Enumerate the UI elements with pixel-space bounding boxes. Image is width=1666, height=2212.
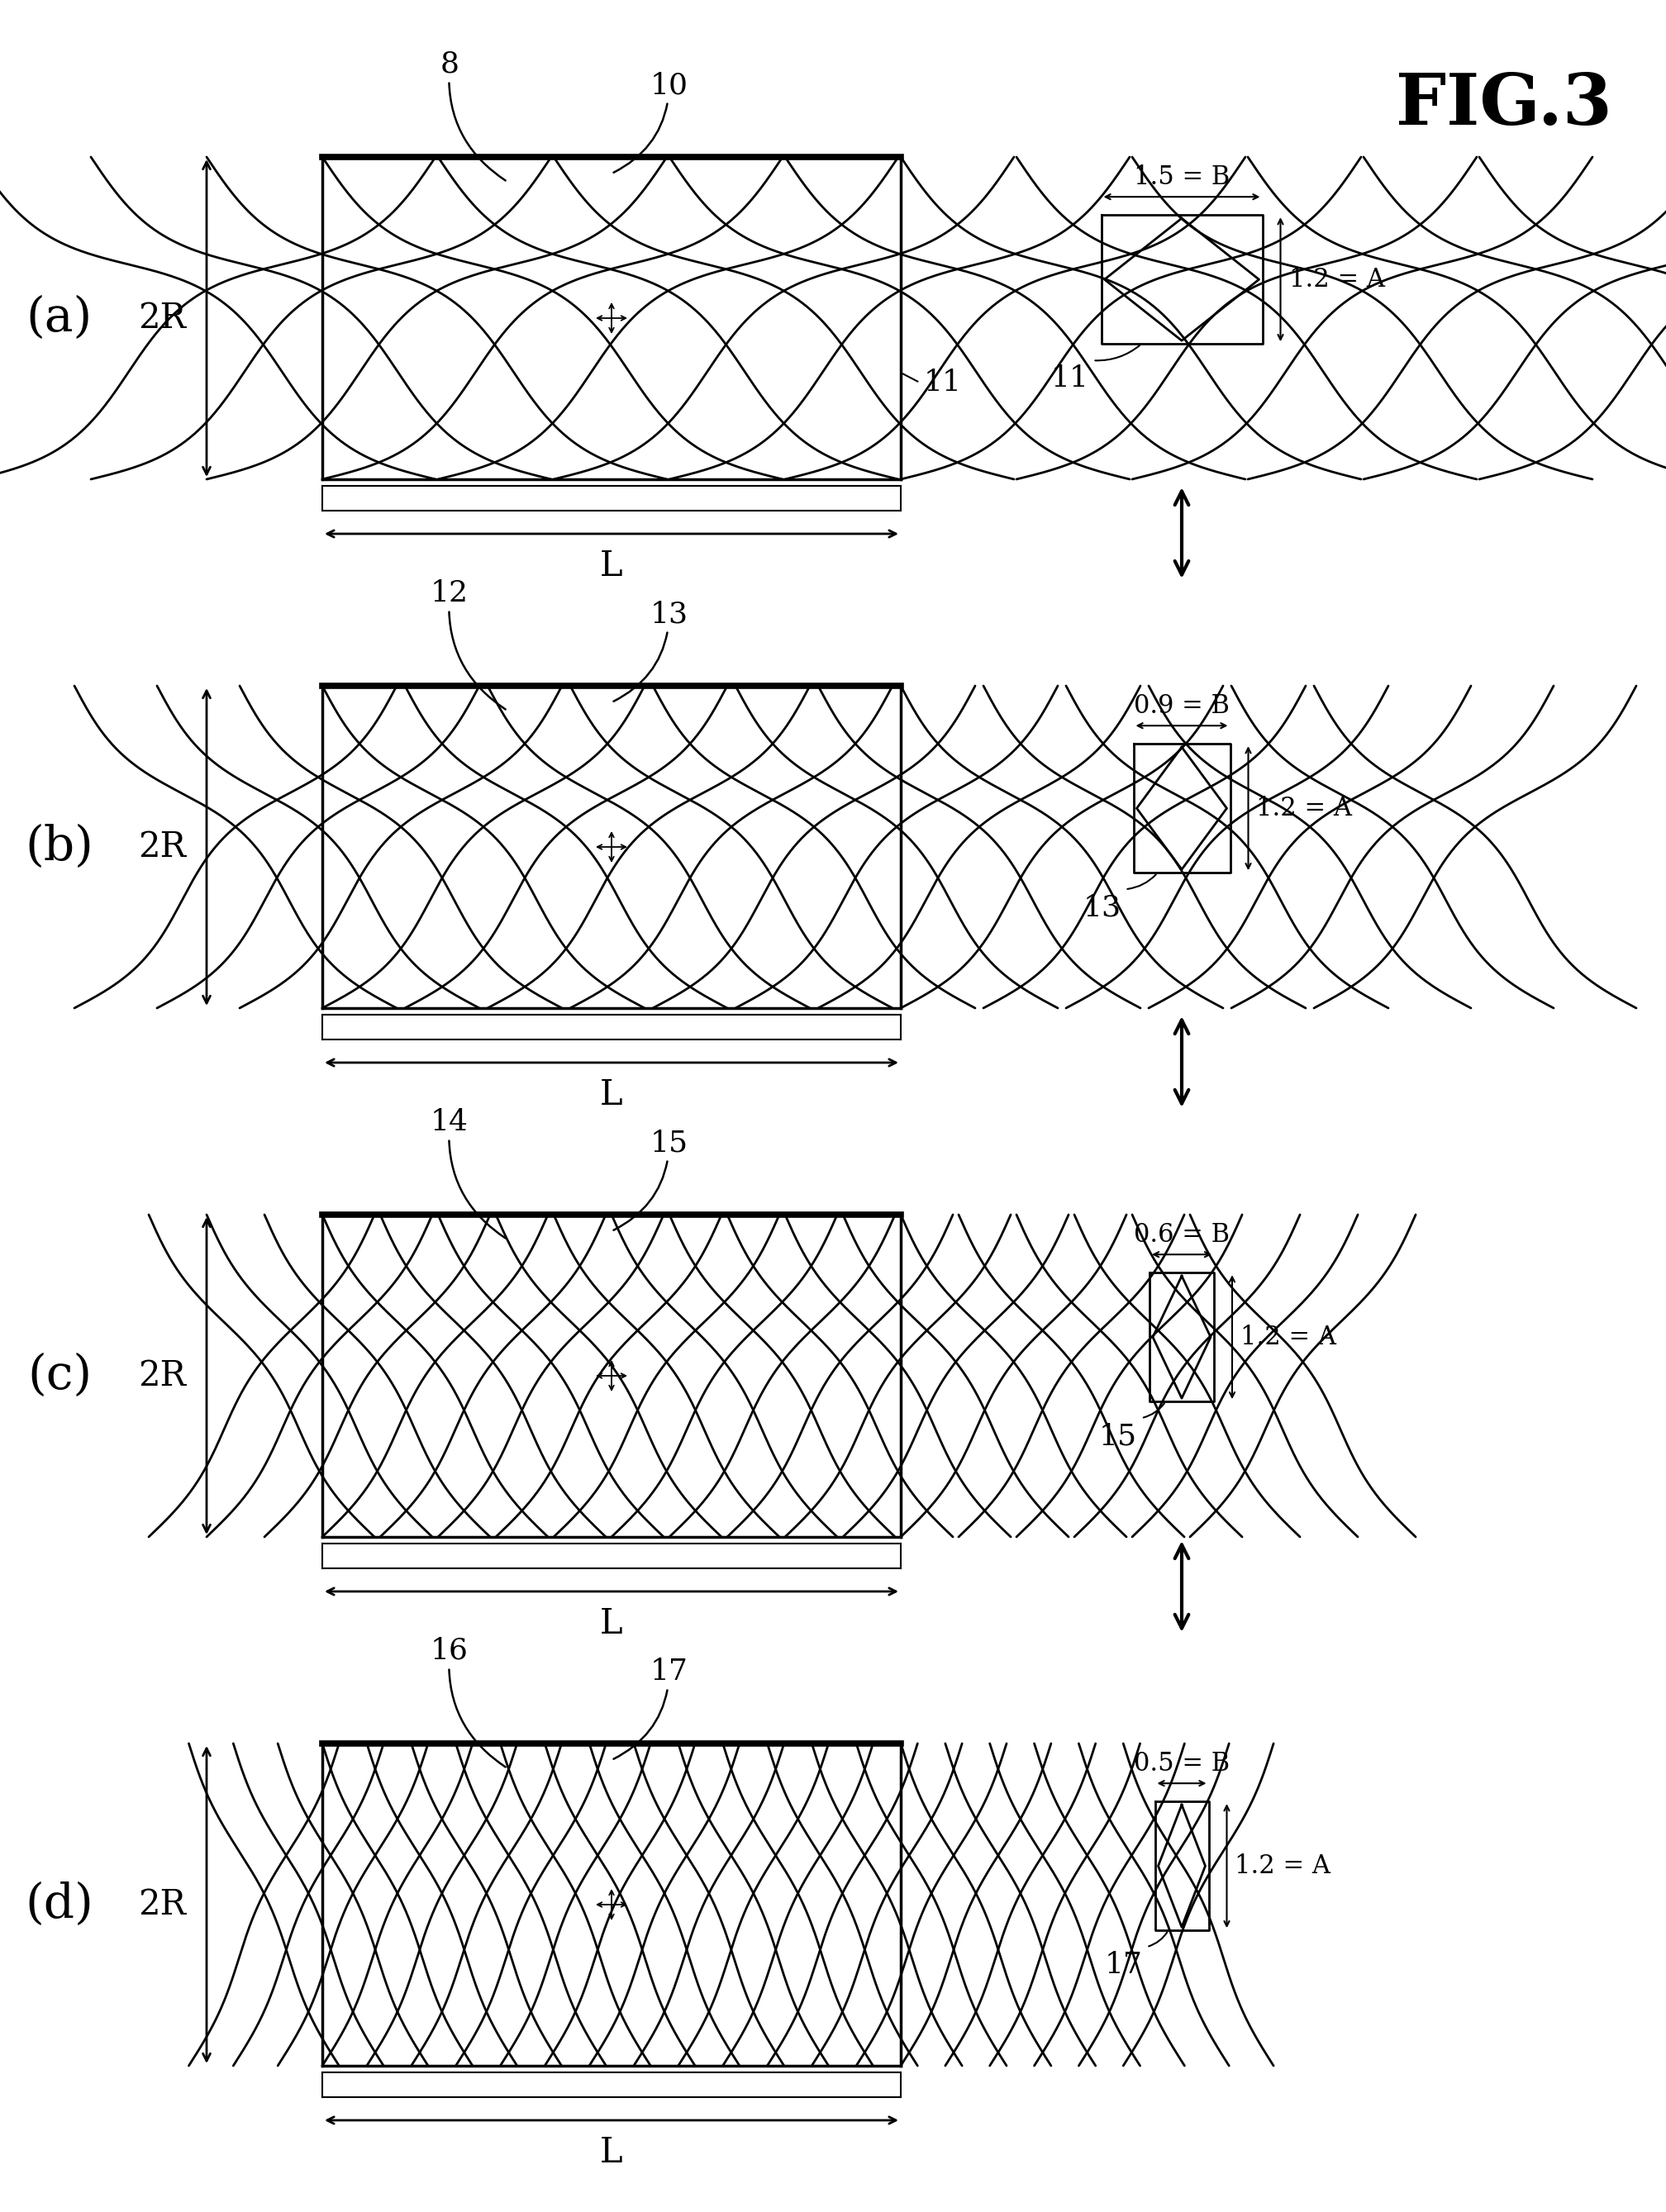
Text: L: L [600, 2135, 623, 2170]
Text: L: L [600, 1077, 623, 1113]
Text: 17: 17 [613, 1657, 688, 1759]
Text: 0.6 = B: 0.6 = B [1135, 1223, 1230, 1248]
Text: 2R: 2R [138, 1887, 187, 1922]
Text: FIG.3: FIG.3 [1396, 71, 1613, 139]
Text: 17: 17 [1105, 1951, 1143, 1980]
Text: 16: 16 [430, 1637, 505, 1767]
Text: 14: 14 [430, 1108, 505, 1239]
Text: 0.9 = B: 0.9 = B [1135, 692, 1230, 719]
Text: 13: 13 [1083, 894, 1121, 922]
Text: (c): (c) [27, 1354, 92, 1398]
Text: 2R: 2R [138, 301, 187, 336]
Text: 10: 10 [613, 71, 688, 173]
Text: 1.2 = A: 1.2 = A [1241, 1325, 1336, 1349]
Text: 1.2 = A: 1.2 = A [1289, 268, 1384, 292]
Text: 2R: 2R [138, 1358, 187, 1394]
Text: 8: 8 [440, 51, 505, 181]
Text: 12: 12 [430, 580, 505, 710]
Text: L: L [600, 1606, 623, 1641]
Text: (d): (d) [25, 1882, 93, 1927]
Text: (b): (b) [25, 823, 93, 869]
Text: 15: 15 [1100, 1422, 1138, 1451]
Text: 11: 11 [1051, 365, 1090, 394]
Text: 11: 11 [925, 369, 961, 396]
Text: L: L [600, 549, 623, 584]
Text: 0.5 = B: 0.5 = B [1135, 1752, 1230, 1776]
Text: 1.2 = A: 1.2 = A [1235, 1854, 1331, 1878]
Text: 1.5 = B: 1.5 = B [1133, 164, 1230, 190]
Text: 15: 15 [613, 1128, 688, 1230]
Text: (a): (a) [27, 294, 93, 341]
Text: 13: 13 [613, 599, 688, 701]
Text: 1.2 = A: 1.2 = A [1256, 796, 1353, 821]
Text: 2R: 2R [138, 830, 187, 865]
